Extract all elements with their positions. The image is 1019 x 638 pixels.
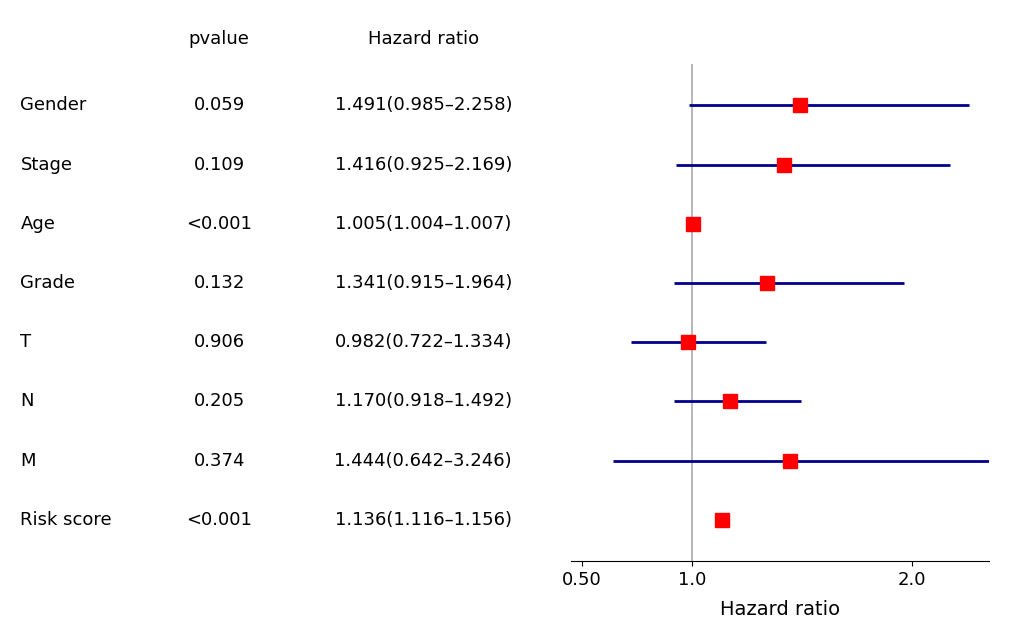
Text: Risk score: Risk score xyxy=(20,511,112,529)
X-axis label: Hazard ratio: Hazard ratio xyxy=(719,600,840,619)
Text: 0.906: 0.906 xyxy=(194,333,245,352)
Text: <0.001: <0.001 xyxy=(186,215,252,233)
Text: 1.416(0.925–2.169): 1.416(0.925–2.169) xyxy=(334,156,512,174)
Text: 1.491(0.985–2.258): 1.491(0.985–2.258) xyxy=(334,96,512,114)
Text: <0.001: <0.001 xyxy=(186,511,252,529)
Text: Age: Age xyxy=(20,215,55,233)
Text: 0.059: 0.059 xyxy=(194,96,245,114)
Text: M: M xyxy=(20,452,36,470)
Text: 1.136(1.116–1.156): 1.136(1.116–1.156) xyxy=(334,511,512,529)
Text: 1.005(1.004–1.007): 1.005(1.004–1.007) xyxy=(335,215,511,233)
Text: 1.170(0.918–1.492): 1.170(0.918–1.492) xyxy=(334,392,512,410)
Text: N: N xyxy=(20,392,34,410)
Text: 0.374: 0.374 xyxy=(194,452,245,470)
Text: 0.109: 0.109 xyxy=(194,156,245,174)
Text: Stage: Stage xyxy=(20,156,72,174)
Text: Grade: Grade xyxy=(20,274,75,292)
Text: 0.982(0.722–1.334): 0.982(0.722–1.334) xyxy=(334,333,512,352)
Text: Gender: Gender xyxy=(20,96,87,114)
Text: 1.444(0.642–3.246): 1.444(0.642–3.246) xyxy=(334,452,512,470)
Text: T: T xyxy=(20,333,32,352)
Text: 0.132: 0.132 xyxy=(194,274,245,292)
Text: Hazard ratio: Hazard ratio xyxy=(368,30,478,48)
Text: pvalue: pvalue xyxy=(189,30,250,48)
Text: 0.205: 0.205 xyxy=(194,392,245,410)
Text: 1.341(0.915–1.964): 1.341(0.915–1.964) xyxy=(334,274,512,292)
